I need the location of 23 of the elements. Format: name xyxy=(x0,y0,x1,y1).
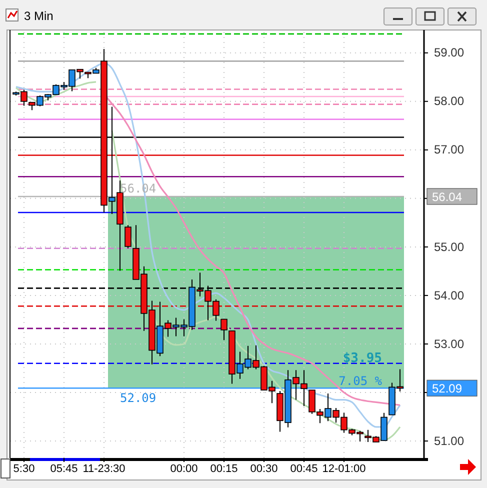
ref-line-label: 56.04 xyxy=(432,190,462,204)
x-tick-label: 5:30 xyxy=(13,463,35,475)
ref-line-label: 52.09 xyxy=(432,382,462,396)
y-tick-label: 53.00 xyxy=(434,336,464,351)
y-tick-label: 59.00 xyxy=(434,46,464,60)
x-tick-label: 00:45 xyxy=(290,463,318,475)
y-tick-label: 58.00 xyxy=(434,94,464,108)
y-tick-label: 57.00 xyxy=(434,142,464,157)
x-tick-label: 00:00 xyxy=(170,463,198,475)
y-tick-label: 55.00 xyxy=(434,240,464,254)
y-tick-label: 54.00 xyxy=(434,288,464,302)
x-tick-label: 05:45 xyxy=(50,463,78,475)
annotation: 7.05 % xyxy=(338,374,383,388)
x-tick-label: 00:30 xyxy=(250,463,278,475)
x-tick-label: 12-01:00 xyxy=(322,463,366,475)
annotation: 52.09 xyxy=(120,391,156,406)
y-tick-label: 51.00 xyxy=(434,434,464,448)
candlestick xyxy=(124,224,132,249)
annotation: $3.95 xyxy=(342,351,382,366)
x-tick-label: 00:15 xyxy=(210,463,238,475)
candlestick xyxy=(220,318,228,341)
x-tick-label: 11-23:30 xyxy=(82,463,126,475)
chart-title: 3 Min xyxy=(24,9,54,23)
